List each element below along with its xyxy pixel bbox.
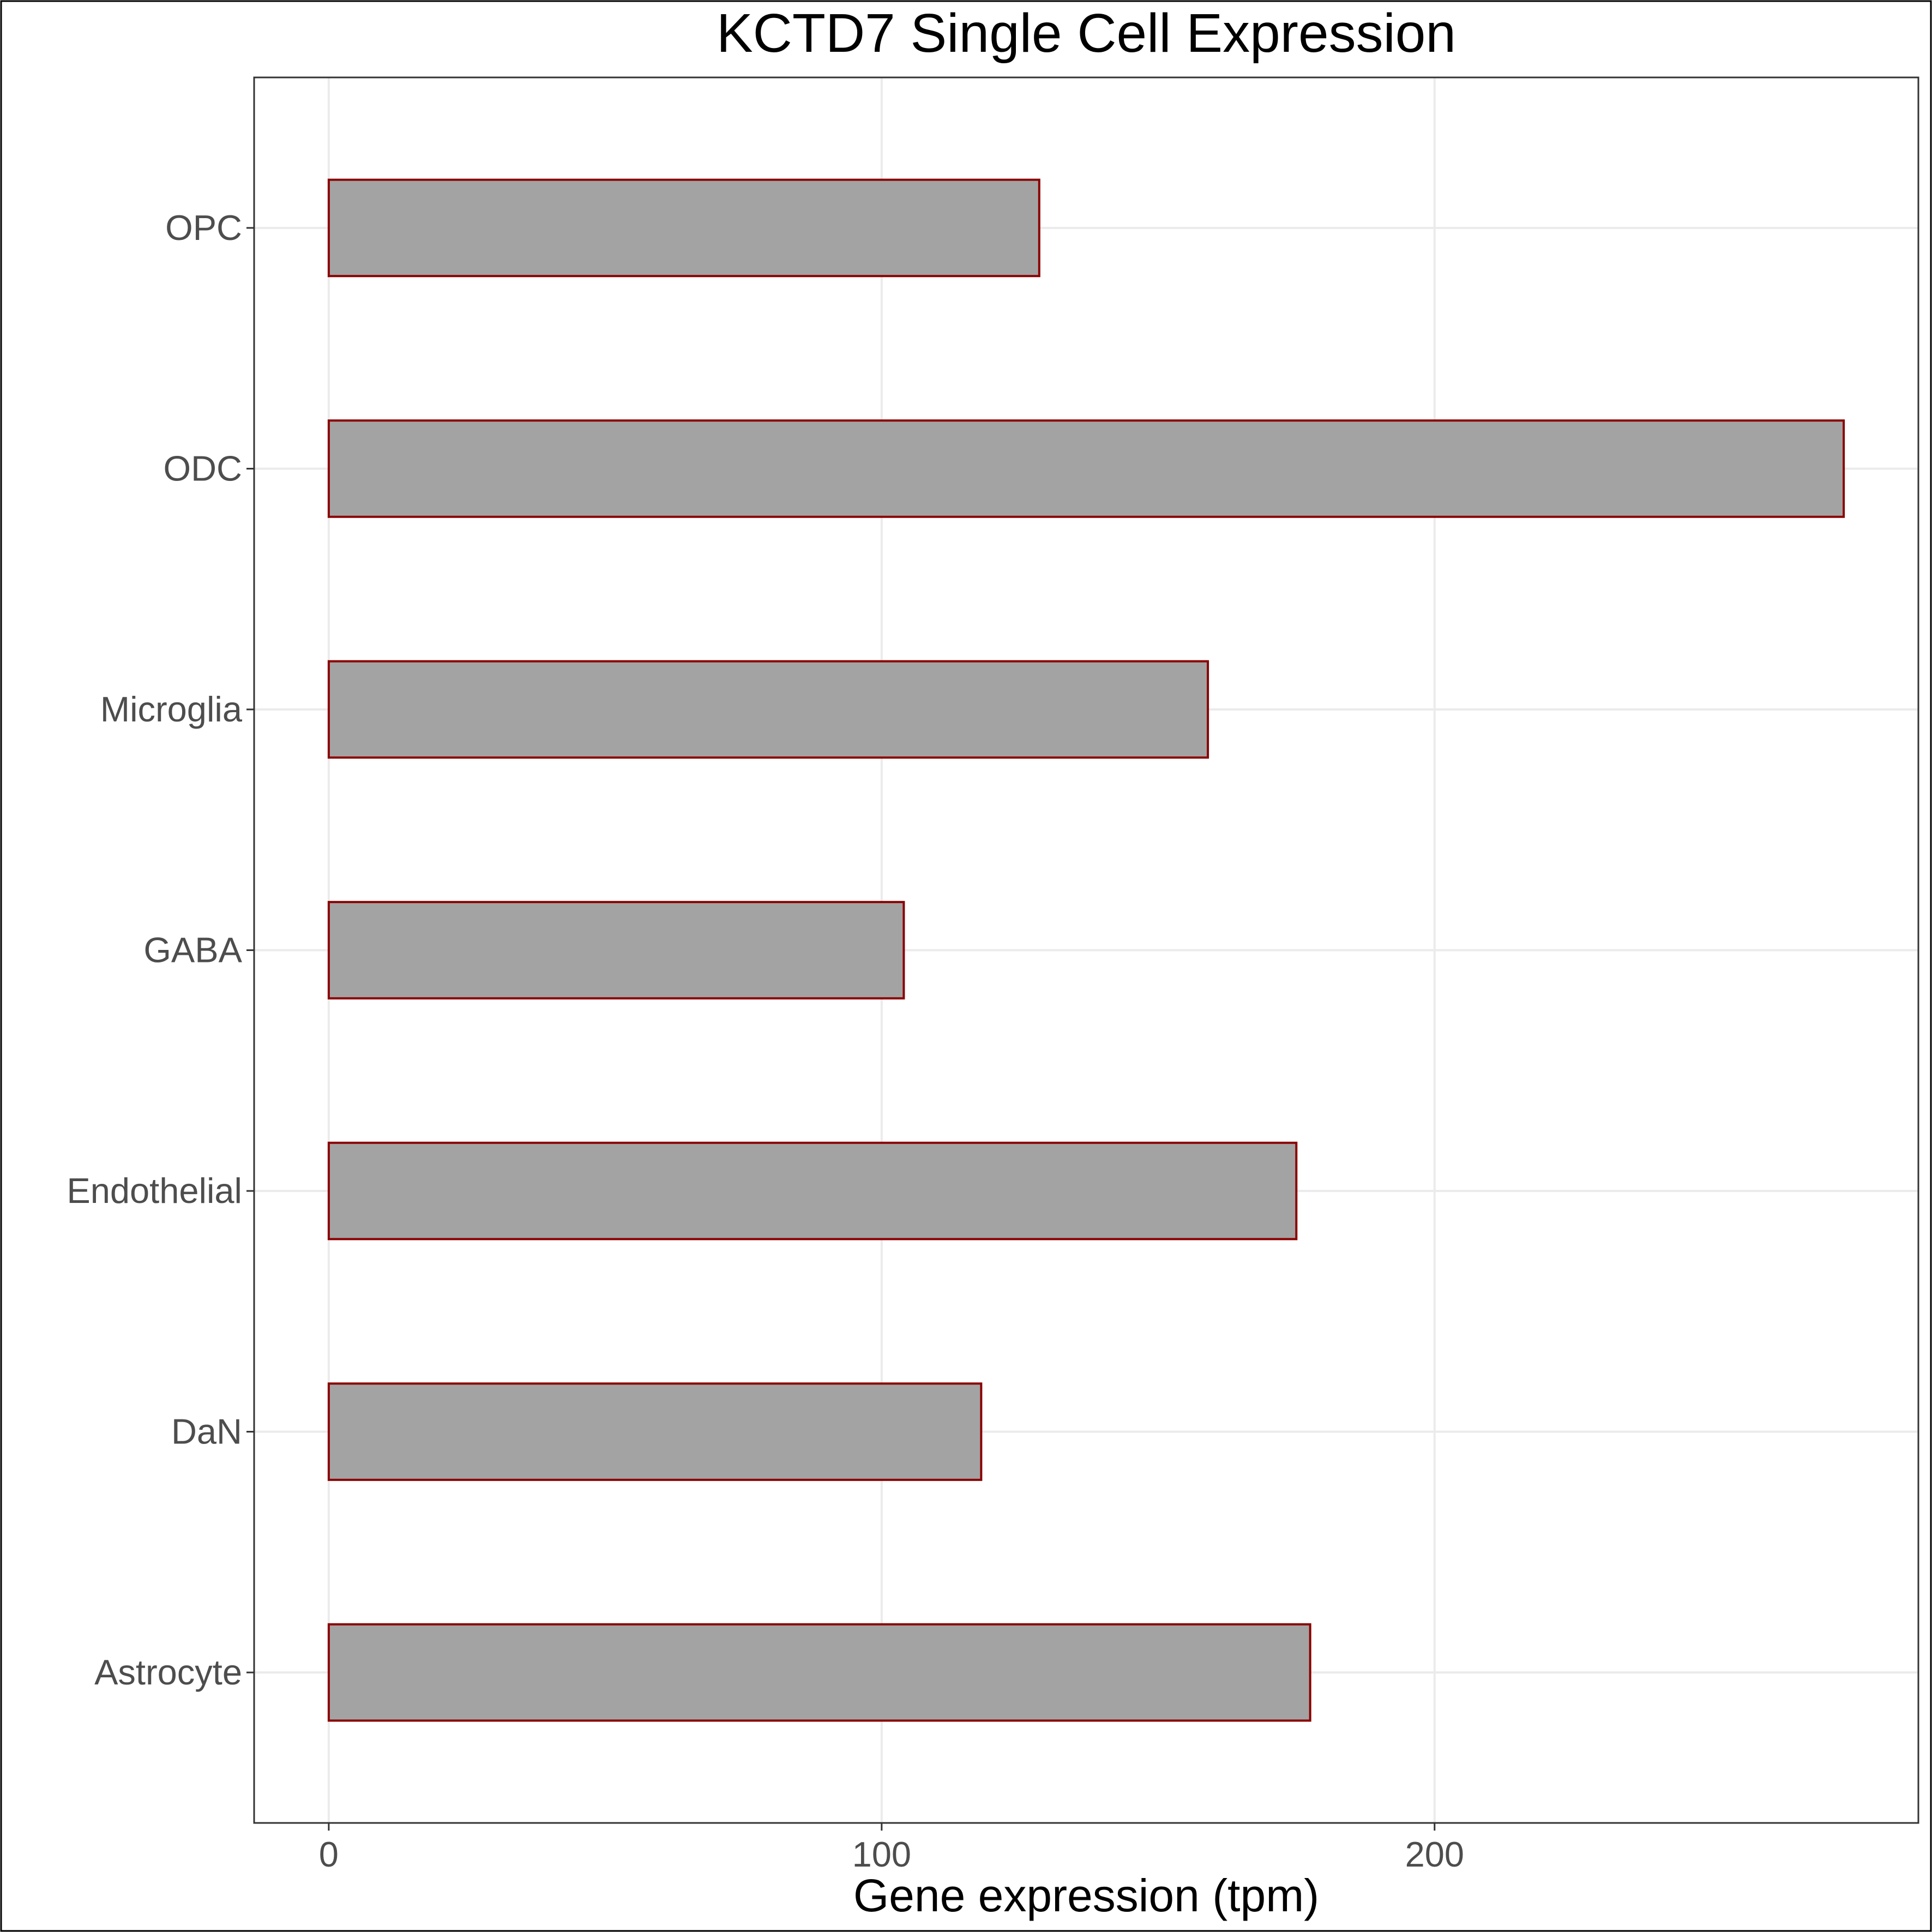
y-tick-label: Endothelial xyxy=(67,1171,242,1211)
y-tick-label: OPC xyxy=(165,208,242,248)
x-tick-label: 100 xyxy=(852,1834,911,1874)
bar-dan xyxy=(327,1382,983,1481)
x-tick-label: 0 xyxy=(319,1834,339,1874)
x-axis-ticks: 0 100 200 xyxy=(319,1823,1464,1874)
y-tick-label: Microglia xyxy=(100,689,243,729)
bar-astrocyte xyxy=(327,1623,1311,1722)
bar-opc xyxy=(327,178,1040,278)
x-axis-label: Gene expression (tpm) xyxy=(853,1870,1319,1921)
bar-gaba xyxy=(327,901,905,1000)
chart-title: KCTD7 Single Cell Expression xyxy=(717,3,1456,64)
x-tick-label: 200 xyxy=(1405,1834,1464,1874)
y-axis-ticks: Astrocyte DaN Endothelial GABA Microglia ODC O… xyxy=(67,208,254,1692)
y-tick-label: DaN xyxy=(171,1412,242,1452)
bar-endothelial xyxy=(327,1141,1298,1241)
bar-odc xyxy=(327,419,1845,518)
y-tick-label: Astrocyte xyxy=(94,1652,242,1692)
bars-layer xyxy=(327,178,1845,1722)
bar-microglia xyxy=(327,660,1209,759)
y-tick-label: ODC xyxy=(164,448,242,488)
y-tick-label: GABA xyxy=(143,930,242,970)
